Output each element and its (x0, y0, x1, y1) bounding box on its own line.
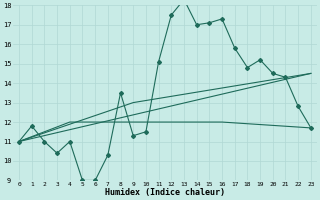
X-axis label: Humidex (Indice chaleur): Humidex (Indice chaleur) (105, 188, 225, 197)
